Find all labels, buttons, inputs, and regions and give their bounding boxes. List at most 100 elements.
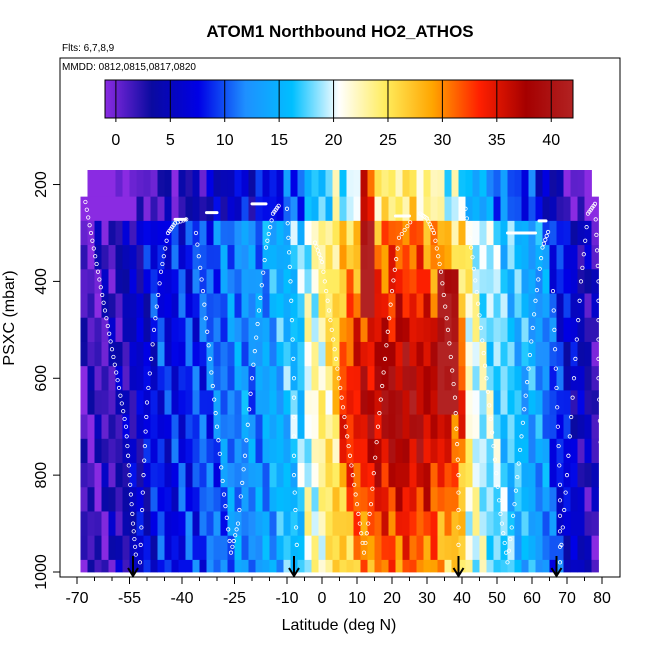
track-point: [388, 302, 393, 307]
heatmap-cell: [591, 463, 599, 488]
track-point: [389, 288, 395, 294]
heatmap-cell: [409, 559, 417, 573]
heatmap-cell: [353, 341, 361, 367]
heatmap-cell: [416, 317, 424, 343]
heatmap-cell: [479, 220, 487, 246]
x-tick-label: -10: [275, 590, 298, 607]
track-point: [230, 544, 235, 549]
heatmap-cell: [94, 293, 102, 319]
heatmap-cell: [542, 511, 550, 537]
heatmap-cell: [248, 390, 256, 415]
track-point: [574, 337, 579, 342]
heatmap-cell: [367, 463, 375, 488]
track-point: [360, 540, 365, 546]
heatmap-cell: [437, 438, 445, 464]
heatmap-cell: [108, 341, 116, 367]
heatmap-cell: [185, 438, 193, 464]
track-point: [399, 231, 404, 237]
heatmap-cell: [318, 341, 326, 367]
track-point: [102, 308, 108, 313]
heatmap-cell: [213, 269, 221, 294]
heatmap-cell: [80, 220, 88, 246]
heatmap-cell: [346, 293, 354, 319]
heatmap-cell: [101, 341, 109, 367]
heatmap-cell: [157, 414, 165, 440]
heatmap-cell: [136, 487, 144, 512]
heatmap-cell: [458, 170, 466, 198]
heatmap-cell: [143, 245, 151, 270]
heatmap-cell: [136, 390, 144, 415]
heatmap-cell: [157, 170, 165, 198]
heatmap-cell: [108, 535, 116, 561]
track-point: [349, 463, 354, 468]
heatmap-cell: [311, 220, 319, 246]
heatmap-cell: [416, 220, 424, 246]
track-point: [93, 254, 98, 259]
heatmap-cell: [563, 438, 571, 464]
track-point: [291, 453, 297, 458]
heatmap-cell: [122, 245, 130, 270]
heatmap-cell: [507, 438, 515, 464]
heatmap-cell: [304, 269, 312, 294]
heatmap-cell: [192, 317, 200, 343]
heatmap-cell: [570, 170, 578, 198]
heatmap-cell: [94, 341, 102, 367]
heatmap-cell: [332, 170, 340, 198]
heatmap-cell: [381, 196, 389, 222]
heatmap-cell: [486, 341, 494, 367]
heatmap-cell: [129, 414, 137, 440]
heatmap-cell: [129, 390, 137, 415]
heatmap-cell: [171, 170, 179, 198]
heatmap-cell: [157, 317, 165, 343]
heatmap-cell: [192, 293, 200, 319]
heatmap-cell: [535, 438, 543, 464]
heatmap-cell: [108, 196, 116, 222]
heatmap-cell: [451, 245, 459, 270]
heatmap-cell: [535, 463, 543, 488]
heatmap-cell: [381, 511, 389, 537]
heatmap-cell: [360, 390, 368, 415]
heatmap-cell: [374, 317, 382, 343]
heatmap-cell: [199, 170, 207, 198]
heatmap-cell: [444, 196, 452, 222]
track-point: [144, 400, 150, 405]
heatmap-cell: [374, 414, 382, 440]
heatmap-cell: [206, 220, 214, 246]
heatmap-cell: [80, 559, 88, 573]
heatmap-cell: [374, 390, 382, 415]
track-point: [448, 354, 453, 360]
heatmap-cell: [318, 535, 326, 561]
track-point: [286, 235, 291, 240]
heatmap-cell: [521, 414, 529, 440]
heatmap-cell: [472, 511, 480, 537]
heatmap-cell: [241, 196, 249, 222]
heatmap-cell: [143, 438, 151, 464]
heatmap-cell: [87, 196, 95, 222]
heatmap-cell: [87, 170, 95, 198]
track-point: [456, 525, 461, 530]
heatmap-cell: [115, 535, 123, 561]
track-point: [464, 216, 469, 221]
heatmap-cell: [486, 390, 494, 415]
heatmap-cell: [297, 390, 305, 415]
heatmap-cell: [122, 535, 130, 561]
heatmap-cell: [94, 366, 102, 391]
heatmap-cell: [318, 293, 326, 319]
track-point: [288, 279, 293, 284]
heatmap-cell: [395, 438, 403, 464]
heatmap-cell: [360, 414, 368, 440]
heatmap-cell: [353, 269, 361, 294]
track-point: [531, 312, 537, 317]
heatmap-cell: [248, 535, 256, 561]
flights-subtitle: Flts: 6,7,8,9: [62, 43, 115, 54]
heatmap-cell: [206, 559, 214, 573]
heatmap-cell: [178, 366, 186, 391]
heatmap-cell: [87, 390, 95, 415]
heatmap-cell: [318, 196, 326, 222]
heatmap-cell: [409, 196, 417, 222]
y-tick-label: 200: [33, 171, 50, 198]
heatmap-cell: [87, 366, 95, 391]
heatmap-cell: [577, 170, 585, 198]
heatmap-cell: [542, 438, 550, 464]
